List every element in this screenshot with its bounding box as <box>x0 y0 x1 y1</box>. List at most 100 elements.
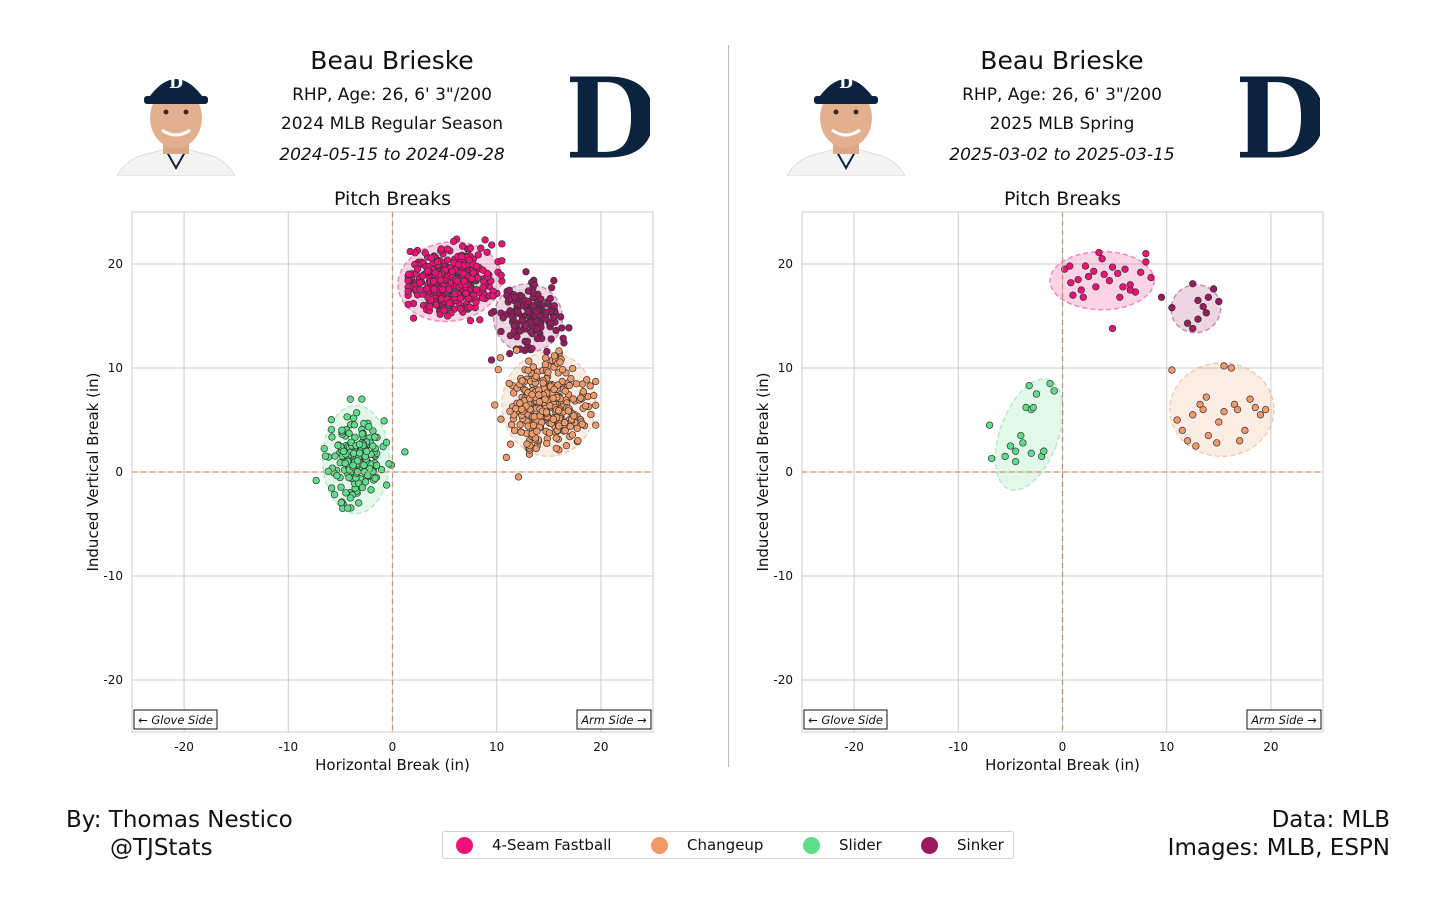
data-point <box>1246 395 1254 403</box>
data-point <box>472 298 480 306</box>
data-point <box>431 269 439 277</box>
data-point <box>453 277 461 285</box>
data-point <box>334 441 342 450</box>
x-tick-label: 10 <box>489 740 504 754</box>
data-point <box>565 324 573 332</box>
annotation-label: ← Glove Side <box>138 713 213 727</box>
x-tick-label: 0 <box>1059 740 1067 754</box>
data-point <box>514 473 523 481</box>
data-point <box>532 444 540 453</box>
data-point <box>487 309 496 317</box>
data-point <box>516 421 524 429</box>
data-point <box>1220 408 1228 416</box>
data-point <box>1025 382 1033 390</box>
data-point <box>508 313 516 321</box>
data-point <box>1077 286 1085 294</box>
data-point <box>1183 319 1192 327</box>
svg-text:D: D <box>839 73 853 92</box>
data-point <box>377 466 386 474</box>
legend-item-slider: Slider <box>803 832 882 858</box>
data-point <box>518 377 526 385</box>
series-4-seam-fastball <box>404 235 506 325</box>
data-point <box>506 440 515 448</box>
data-point <box>561 387 569 395</box>
data-point <box>497 415 505 423</box>
data-point <box>360 419 368 428</box>
data-point <box>369 442 377 450</box>
data-point <box>1114 269 1122 278</box>
data-point <box>506 331 515 340</box>
data-point <box>328 433 336 441</box>
data-point <box>364 471 372 479</box>
plot-frame <box>801 211 1324 733</box>
data-point <box>427 296 435 304</box>
data-point <box>496 354 505 362</box>
data-point <box>1209 285 1218 293</box>
data-point <box>547 335 555 343</box>
author-credit: By: Thomas Nestico <box>66 807 293 833</box>
data-point <box>1142 258 1150 266</box>
data-point <box>985 421 994 429</box>
data-point <box>451 290 459 298</box>
data-point <box>404 287 412 296</box>
team-logo-left: D <box>561 54 659 186</box>
data-point <box>337 498 345 507</box>
data-point <box>586 382 594 390</box>
data-point <box>530 281 538 289</box>
data-point <box>543 347 551 356</box>
panel-header-left: Beau Brieske RHP, Age: 26, 6' 3"/200 202… <box>232 46 552 165</box>
legend-marker <box>456 836 473 854</box>
data-point <box>466 244 475 252</box>
data-point <box>1204 431 1213 440</box>
data-point <box>443 312 452 320</box>
data-point <box>416 279 424 287</box>
annotation-box <box>803 709 888 730</box>
x-tick-label: -20 <box>844 740 864 754</box>
svg-text:D: D <box>570 62 650 170</box>
data-point <box>1178 426 1186 435</box>
data-point <box>557 313 565 321</box>
data-point <box>405 270 413 278</box>
data-point <box>1189 324 1197 333</box>
data-point <box>343 413 351 421</box>
data-point <box>498 257 506 265</box>
data-point <box>541 360 550 369</box>
data-point <box>327 416 336 424</box>
data-point <box>385 460 393 468</box>
data-point <box>507 421 516 429</box>
footer-sources: Data: MLB Images: MLB, ESPN <box>1168 806 1390 862</box>
y-axis-label: Induced Vertical Break (in) <box>84 372 102 571</box>
data-point <box>502 453 511 462</box>
data-point <box>987 454 996 463</box>
data-point <box>1116 293 1124 301</box>
data-point <box>590 391 598 400</box>
data-point <box>516 399 524 407</box>
y-tick-label: 10 <box>778 361 793 375</box>
x-tick-label: 20 <box>593 740 608 754</box>
series-slider <box>312 395 409 513</box>
data-point <box>516 327 524 335</box>
player-info: RHP, Age: 26, 6' 3"/200 <box>292 85 492 105</box>
data-point <box>1067 279 1075 287</box>
data-point <box>430 285 438 294</box>
data-point <box>505 286 513 294</box>
data-point <box>345 429 353 437</box>
data-point <box>1079 293 1087 301</box>
data-point <box>449 237 458 246</box>
arm-side-annotation: Arm Side → <box>576 709 652 730</box>
data-point <box>460 277 468 285</box>
data-point <box>1032 390 1041 398</box>
data-point <box>1006 442 1015 450</box>
data-point <box>437 245 445 253</box>
x-tick-label: 20 <box>1263 740 1278 754</box>
y-tick-label: 20 <box>778 257 793 271</box>
data-point <box>518 316 526 325</box>
legend-marker <box>651 836 668 854</box>
data-point <box>367 486 375 494</box>
data-point <box>522 321 530 330</box>
x-axis-label: Horizontal Break (in) <box>315 756 470 774</box>
data-point <box>1235 437 1244 445</box>
data-point <box>327 425 336 434</box>
data-point <box>363 447 371 456</box>
data-point <box>550 302 559 310</box>
